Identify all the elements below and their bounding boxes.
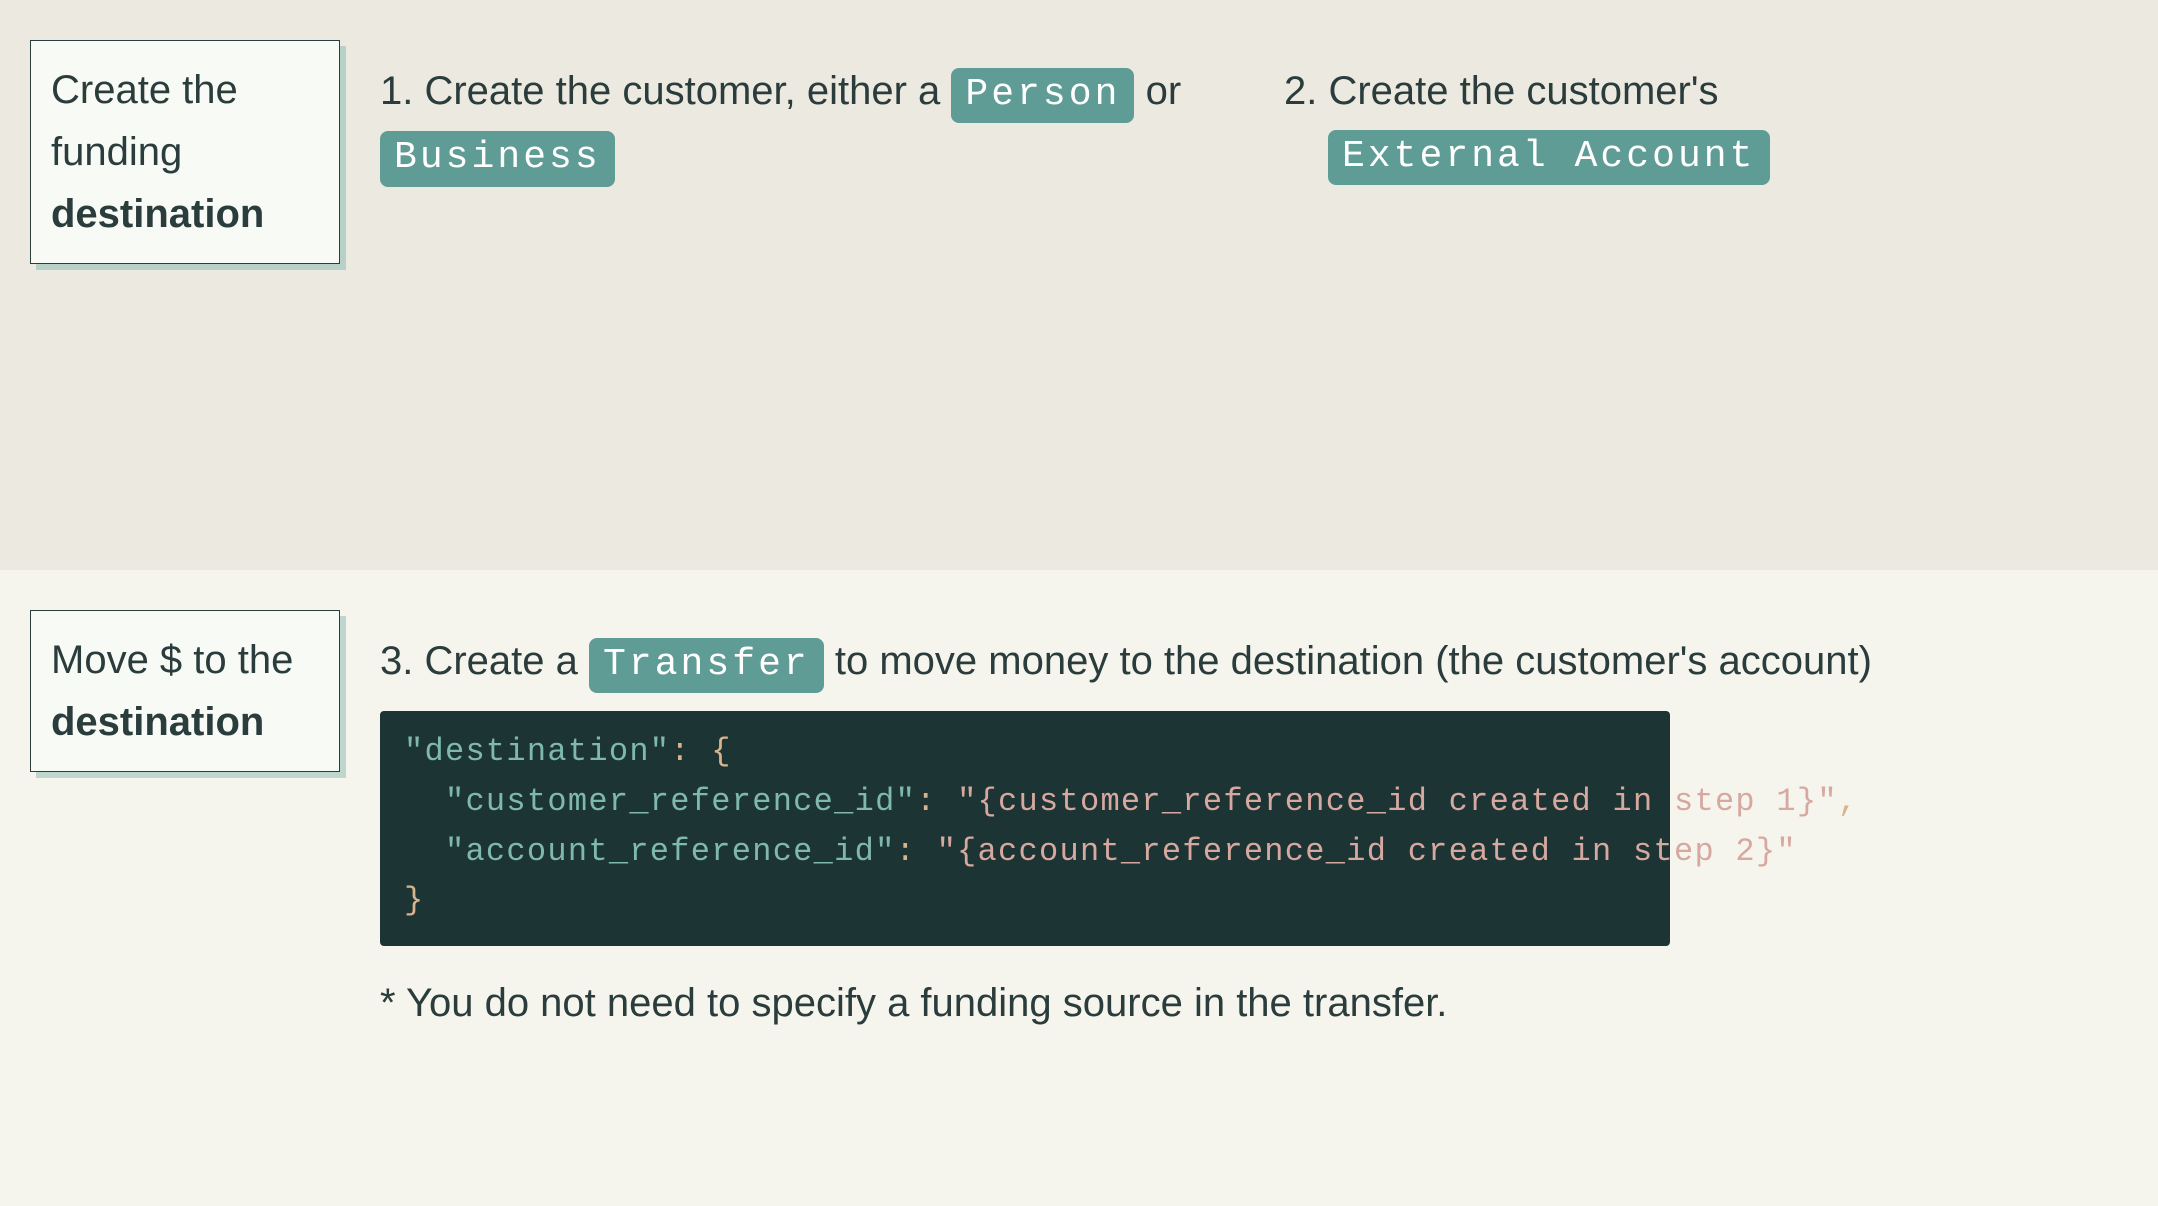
- code-value: "{customer_reference_id created in step …: [957, 783, 1838, 820]
- step-index: 2.: [1284, 69, 1317, 113]
- code-indent: [404, 833, 445, 870]
- chip-person: Person: [951, 68, 1134, 123]
- code-value: "{account_reference_id created in step 2…: [937, 833, 1797, 870]
- label-box-move-money: Move $ to the destination: [30, 610, 340, 772]
- code-key: "account_reference_id": [445, 833, 896, 870]
- step-index: 3.: [380, 639, 413, 683]
- section-create-destination: Create the funding destination 1. Create…: [0, 0, 2158, 570]
- step-text: to move money to the destination (the cu…: [824, 639, 1872, 683]
- code-indent: [404, 783, 445, 820]
- code-block: "destination": { "customer_reference_id"…: [380, 711, 1670, 945]
- chip-external-account: External Account: [1328, 130, 1770, 185]
- step-3: 3. Create a Transfer to move money to th…: [380, 630, 2128, 693]
- footnote: * You do not need to specify a funding s…: [380, 972, 2128, 1034]
- step-2: 2. Create the customer's External Accoun…: [1284, 60, 2128, 187]
- section1-content: 1. Create the customer, either a Person …: [380, 40, 2128, 187]
- chip-transfer: Transfer: [589, 638, 824, 693]
- label-box-create-destination: Create the funding destination: [30, 40, 340, 264]
- code-key: "destination": [404, 733, 670, 770]
- label-text: Create the funding: [51, 68, 238, 174]
- section2-content: 3. Create a Transfer to move money to th…: [380, 610, 2128, 1034]
- step-text: Create a: [413, 639, 589, 683]
- step-columns: 1. Create the customer, either a Person …: [380, 60, 2128, 187]
- code-punct: :: [916, 783, 957, 820]
- label-text: Move $ to the: [51, 638, 293, 682]
- step-index: 1.: [380, 69, 413, 113]
- step-text: Create the customer, either a: [413, 69, 951, 113]
- step-text: or: [1134, 69, 1181, 113]
- code-punct: : {: [670, 733, 731, 770]
- code-punct: }: [404, 882, 424, 919]
- label-text-bold: destination: [51, 700, 264, 744]
- code-punct: ,: [1838, 783, 1858, 820]
- code-key: "customer_reference_id": [445, 783, 916, 820]
- section-move-money: Move $ to the destination 3. Create a Tr…: [0, 570, 2158, 1206]
- code-punct: :: [896, 833, 937, 870]
- step-1: 1. Create the customer, either a Person …: [380, 60, 1224, 187]
- chip-business: Business: [380, 131, 615, 186]
- page: Create the funding destination 1. Create…: [0, 0, 2158, 1206]
- label-text-bold: destination: [51, 192, 264, 236]
- step-text: Create the customer's: [1317, 69, 1718, 113]
